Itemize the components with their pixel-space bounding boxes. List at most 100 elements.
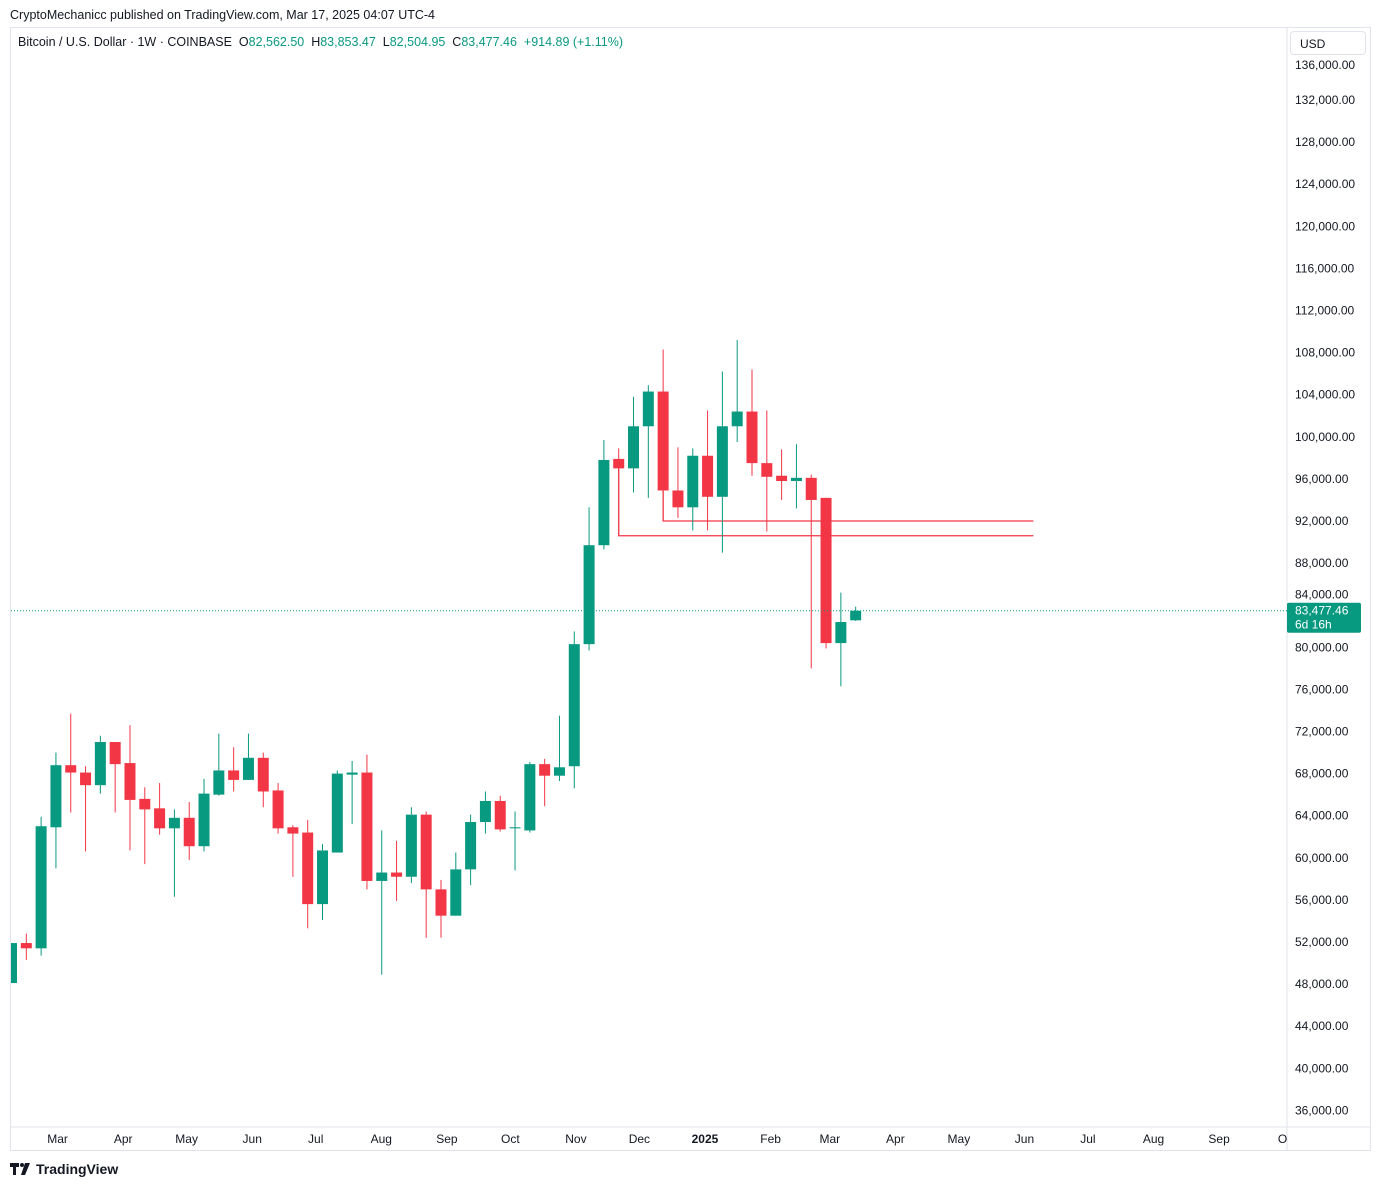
price-tick-label: 100,000.00 xyxy=(1295,430,1355,444)
candle-down xyxy=(702,455,714,497)
price-tick-label: 84,000.00 xyxy=(1295,588,1349,602)
time-tick-label: Apr xyxy=(886,1132,905,1146)
price-tick-label: 44,000.00 xyxy=(1295,1019,1349,1033)
candle-down xyxy=(672,490,684,508)
price-tick-label: 116,000.00 xyxy=(1295,261,1354,275)
candle-down xyxy=(228,770,240,780)
last-price-badge xyxy=(1287,602,1361,633)
low-value: 82,504.95 xyxy=(389,35,446,49)
candle-down xyxy=(494,800,506,830)
candle-up xyxy=(168,817,180,829)
candle-down xyxy=(65,765,77,773)
candle-down xyxy=(124,763,136,800)
open-label: O xyxy=(238,35,249,49)
time-tick-label: Jun xyxy=(243,1132,262,1146)
open-value: 82,562.50 xyxy=(248,35,305,49)
candle-down xyxy=(183,817,195,847)
candle-up xyxy=(583,545,595,645)
candle-down xyxy=(746,411,758,464)
candle-up xyxy=(687,455,699,508)
price-tick-label: 48,000.00 xyxy=(1295,977,1349,991)
candle-down xyxy=(20,943,32,949)
candle-down xyxy=(361,772,373,881)
time-tick-label: 2025 xyxy=(692,1132,719,1146)
currency-button[interactable]: USD xyxy=(1290,31,1366,55)
candle-up xyxy=(376,872,388,881)
candle-up xyxy=(346,772,358,775)
price-tick-label: 56,000.00 xyxy=(1295,893,1349,907)
time-tick-label: Mar xyxy=(47,1132,68,1146)
candle-up xyxy=(628,426,640,469)
chart-frame xyxy=(10,27,1371,1151)
candles-group xyxy=(11,339,862,984)
candle-up xyxy=(94,742,106,786)
price-tick-label: 136,000.00 xyxy=(1295,58,1355,72)
candle-up xyxy=(450,869,462,916)
high-value: 83,853.47 xyxy=(320,35,376,49)
high-label: H xyxy=(311,35,321,49)
bar-countdown: 6d 16h xyxy=(1295,618,1332,632)
price-tick-label: 120,000.00 xyxy=(1295,219,1355,233)
price-tick-label: 132,000.00 xyxy=(1295,93,1355,107)
time-tick-label: Feb xyxy=(760,1132,781,1146)
price-tick-label: 96,000.00 xyxy=(1295,472,1349,486)
price-tick-label: 108,000.00 xyxy=(1295,346,1355,360)
low-label: L xyxy=(382,35,390,49)
change-value: +914.89 (+1.11%) xyxy=(523,35,624,49)
candle-up xyxy=(35,826,47,949)
candle-down xyxy=(302,832,314,905)
price-tick-label: 88,000.00 xyxy=(1295,556,1349,570)
time-tick-label: Apr xyxy=(114,1132,133,1146)
publisher-line: CryptoMechanicc published on TradingView… xyxy=(10,8,435,22)
candle-down xyxy=(435,889,447,916)
time-tick-label: Mar xyxy=(819,1132,840,1146)
candle-up xyxy=(598,459,610,546)
candle-down xyxy=(257,757,269,792)
time-tick-label: Sep xyxy=(436,1132,458,1146)
candle-down xyxy=(80,772,92,786)
ohlc-legend: Bitcoin / U.S. Dollar · 1W · COINBASE O8… xyxy=(18,35,623,49)
price-tick-label: 104,000.00 xyxy=(1295,388,1355,402)
price-tick-label: 40,000.00 xyxy=(1295,1061,1349,1075)
price-tick-label: 52,000.00 xyxy=(1295,935,1349,949)
candle-up xyxy=(465,822,477,870)
candle-down xyxy=(776,475,788,482)
candle-down xyxy=(805,477,817,500)
candle-down xyxy=(820,497,832,644)
price-tick-label: 68,000.00 xyxy=(1295,767,1349,781)
price-tick-label: 60,000.00 xyxy=(1295,851,1349,865)
candle-up xyxy=(317,850,329,905)
time-tick-label: Jul xyxy=(1080,1132,1095,1146)
candle-down xyxy=(657,391,669,491)
footer-brand[interactable]: TradingView xyxy=(10,1161,118,1177)
candle-down xyxy=(420,814,432,890)
candle-down xyxy=(539,764,551,776)
candle-up xyxy=(213,770,225,795)
candle-up xyxy=(242,757,254,780)
time-tick-label: O xyxy=(1278,1132,1287,1146)
price-tick-label: 112,000.00 xyxy=(1295,304,1354,318)
close-label: C xyxy=(452,35,462,49)
candle-down xyxy=(391,872,403,877)
price-tick-label: 76,000.00 xyxy=(1295,682,1349,696)
symbol-title: Bitcoin / U.S. Dollar · 1W · COINBASE xyxy=(18,35,232,49)
candle-up xyxy=(835,622,847,644)
time-tick-label: Aug xyxy=(371,1132,392,1146)
candle-down xyxy=(154,808,166,829)
candle-up xyxy=(716,426,728,497)
candle-down xyxy=(272,790,284,829)
candle-up xyxy=(405,814,417,877)
candle-up xyxy=(479,800,491,823)
brand-name: TradingView xyxy=(36,1161,119,1177)
candle-up xyxy=(198,793,210,847)
time-tick-label: Aug xyxy=(1143,1132,1164,1146)
candle-up xyxy=(642,391,654,427)
time-tick-label: Nov xyxy=(565,1132,586,1146)
price-tick-label: 92,000.00 xyxy=(1295,514,1349,528)
candle-down xyxy=(613,458,625,469)
candle-down xyxy=(109,742,121,765)
last-price-value: 83,477.46 xyxy=(1295,604,1349,618)
candle-up xyxy=(790,477,802,482)
candle-down xyxy=(287,827,299,834)
